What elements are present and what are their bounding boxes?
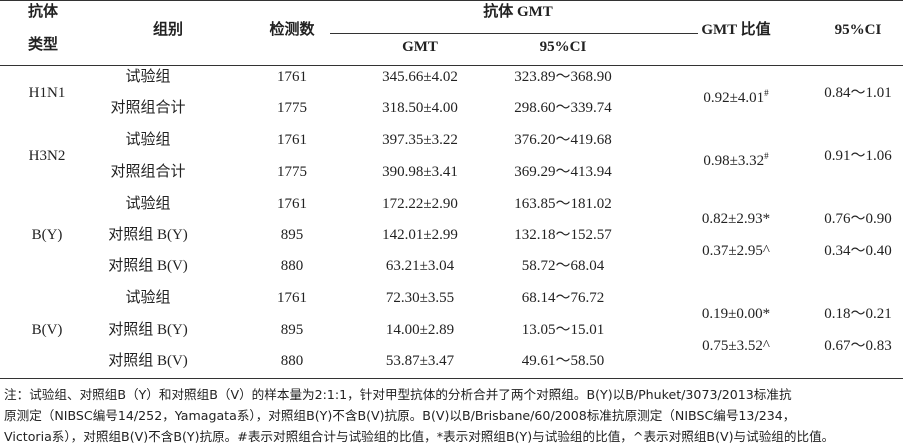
ratio-ci: 0.84～1.01 bbox=[824, 84, 892, 101]
group-label: 试验组 bbox=[125, 69, 171, 85]
ci: 298.60～339.74 bbox=[514, 100, 612, 117]
group-label: 对照组合计 bbox=[110, 163, 186, 180]
ci: 13.05～15.01 bbox=[521, 321, 605, 338]
span-rule bbox=[330, 33, 698, 34]
header-cell: 95%CI bbox=[539, 39, 587, 55]
ci: 376.20～419.68 bbox=[514, 132, 612, 149]
count: 1775 bbox=[277, 100, 307, 117]
group-label: 试验组 bbox=[125, 195, 171, 212]
group-name: B(Y) bbox=[31, 227, 63, 243]
group-label: 试验组 bbox=[125, 290, 171, 307]
header-cell: 抗体 bbox=[28, 4, 59, 20]
ci: 58.72～68.04 bbox=[521, 258, 605, 275]
gmt: 14.00±2.89 bbox=[385, 321, 455, 338]
ratio-ci: 0.67～0.83 bbox=[824, 337, 892, 354]
count: 895 bbox=[280, 227, 304, 243]
group-label: 试验组 bbox=[125, 132, 171, 149]
ci: 323.89～368.90 bbox=[514, 69, 612, 85]
header-cell: 组别 bbox=[152, 22, 184, 38]
gmt-ratio: 0.98±3.32# bbox=[703, 151, 769, 169]
count: 880 bbox=[280, 258, 304, 275]
header-cell: 类型 bbox=[28, 37, 59, 53]
count: 1761 bbox=[277, 132, 307, 149]
gmt: 142.01±2.99 bbox=[382, 227, 458, 243]
gmt-ratio: 0.75±3.52^ bbox=[702, 337, 770, 354]
ratio-ci: 0.76～0.90 bbox=[824, 211, 892, 227]
ratio-mark: # bbox=[764, 87, 769, 98]
count: 1761 bbox=[277, 69, 307, 85]
header-cell: GMT 比值 bbox=[701, 22, 771, 38]
note-line: 原测定（NIBSC编号14/252，Yamagata系），对照组B(Y)不含B(… bbox=[4, 408, 796, 423]
group-label: 对照组 B(V) bbox=[108, 353, 188, 370]
ci: 132.18～152.57 bbox=[514, 227, 612, 243]
group-name: H3N2 bbox=[28, 148, 66, 164]
ratio-ci: 0.34～0.40 bbox=[824, 243, 892, 259]
gmt-ratio: 0.19±0.00* bbox=[701, 305, 771, 322]
gmt-ratio: 0.37±2.95^ bbox=[702, 243, 770, 259]
count: 880 bbox=[280, 353, 304, 370]
note-line: Victoria系），对照组B(V)不含B(Y)抗原。#表示对照组合计与试验组的… bbox=[4, 429, 835, 444]
count: 895 bbox=[280, 321, 304, 338]
ratio-ci: 0.91～1.06 bbox=[824, 148, 892, 164]
ci: 163.85～181.02 bbox=[514, 195, 612, 212]
ci: 49.61～58.50 bbox=[521, 353, 605, 370]
note-line: 注：试验组、对照组B（Y）和对照组B（V）的样本量为2:1:1，针对甲型抗体的分… bbox=[4, 387, 792, 402]
gmt-ratio: 0.82±2.93* bbox=[701, 211, 771, 227]
group-name: B(V) bbox=[31, 321, 63, 338]
group-label: 对照组 B(V) bbox=[108, 258, 188, 275]
gmt: 63.21±3.04 bbox=[385, 258, 455, 275]
header-cell: 检测数 bbox=[269, 22, 315, 38]
ci: 369.29～413.94 bbox=[514, 163, 612, 180]
count: 1761 bbox=[277, 195, 307, 212]
gmt: 345.66±4.02 bbox=[382, 69, 458, 85]
gmt: 397.35±3.22 bbox=[382, 132, 458, 149]
count: 1761 bbox=[277, 290, 307, 307]
gmt-ratio: 0.92±4.01# bbox=[703, 87, 769, 106]
bottom-rule bbox=[0, 378, 903, 379]
gmt: 318.50±4.00 bbox=[382, 100, 458, 117]
group-label: 对照组 B(Y) bbox=[108, 227, 188, 243]
ratio-mark: # bbox=[764, 151, 769, 161]
header-cell: GMT bbox=[402, 39, 438, 55]
count: 1775 bbox=[277, 163, 307, 180]
group-label: 对照组合计 bbox=[110, 100, 186, 117]
header-cell: 95%CI bbox=[834, 22, 882, 38]
gmt: 172.22±2.90 bbox=[382, 195, 458, 212]
ratio-ci: 0.18～0.21 bbox=[824, 305, 892, 322]
ci: 68.14～76.72 bbox=[521, 290, 605, 307]
group-name: H1N1 bbox=[28, 84, 66, 101]
gmt: 53.87±3.47 bbox=[385, 353, 455, 370]
top-rule bbox=[0, 0, 903, 1]
gmt: 390.98±3.41 bbox=[382, 163, 458, 180]
gmt: 72.30±3.55 bbox=[385, 290, 455, 307]
header-cell: 抗体 GMT bbox=[483, 4, 553, 20]
group-label: 对照组 B(Y) bbox=[108, 321, 188, 338]
header-rule bbox=[0, 65, 903, 66]
